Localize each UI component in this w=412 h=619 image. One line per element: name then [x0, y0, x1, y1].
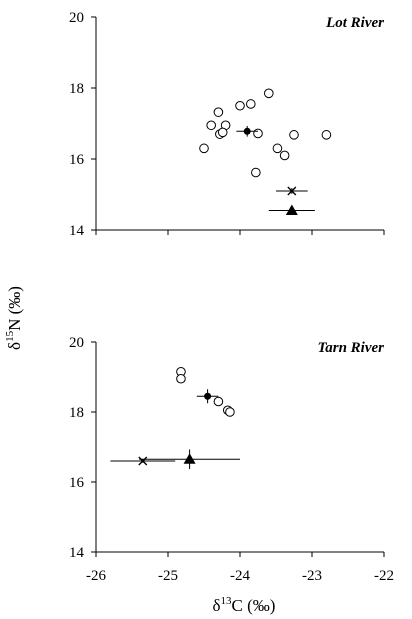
y-tick-label: 16	[69, 152, 85, 168]
open-circle-point	[213, 396, 224, 407]
open-circle-point	[199, 143, 209, 154]
y-tick-label: 20	[69, 10, 84, 26]
panel-label: Lot River	[325, 15, 384, 31]
open-circle-point	[251, 167, 261, 178]
y-tick-label: 18	[69, 81, 84, 97]
open-circle-point	[235, 100, 245, 111]
cross-point	[287, 186, 297, 196]
lot-river-panel: 14 16 18 20 Lot River	[69, 10, 385, 239]
filled-dot-point	[243, 127, 251, 135]
x-tick-label: -24	[230, 568, 250, 584]
y-tick-label: 18	[69, 405, 84, 421]
open-circle-point	[206, 120, 216, 131]
cross-point	[138, 456, 148, 466]
triangle-point	[285, 204, 298, 215]
open-circle-point	[279, 150, 290, 161]
x-tick-label: -22	[374, 568, 394, 584]
filled-dot-point	[204, 392, 212, 400]
x-tick-label: -26	[86, 568, 106, 584]
y-tick-label: 14	[69, 545, 85, 561]
x-axis-label: δ13C (‰)	[213, 595, 276, 615]
open-circle-point	[289, 130, 299, 140]
triangle-point	[183, 453, 196, 464]
x-tick-label: -23	[302, 568, 322, 584]
open-circle-point	[321, 130, 332, 140]
open-circle-point	[272, 143, 283, 154]
open-circle-point	[264, 88, 274, 99]
tarn-river-panel: 14 16 18 20 -26 -25 -24 -23 -22 Tarn River	[69, 335, 394, 584]
y-tick-label: 16	[69, 475, 85, 491]
x-tick-label: -25	[158, 568, 178, 584]
open-circle-point	[213, 107, 224, 117]
y-tick-label: 20	[69, 335, 84, 351]
open-circle-point	[253, 128, 263, 139]
y-axis-label: δ15N (‰)	[4, 286, 24, 350]
open-circle-point	[176, 373, 186, 384]
open-circle-point	[246, 99, 256, 109]
open-circle-point	[217, 127, 228, 138]
panel-label: Tarn River	[317, 340, 384, 356]
open-circle-point	[225, 407, 235, 417]
y-tick-label: 14	[69, 223, 85, 239]
